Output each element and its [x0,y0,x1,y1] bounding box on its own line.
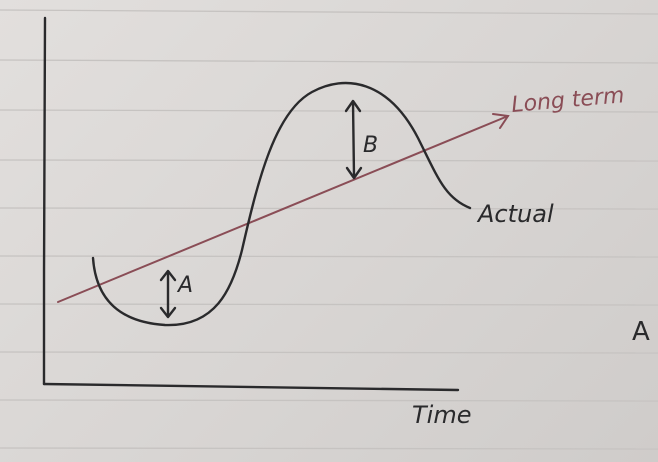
gap-b-arrow [344,99,363,180]
time-axis-label: Time [412,401,471,429]
long-term-arrowhead [492,113,510,129]
y-axis [42,16,47,386]
ruled-lines [0,9,658,450]
gap-b-label: B [363,133,378,158]
x-axis [42,382,460,392]
margin-letter: A [632,317,650,347]
long-term-label: Long term [510,83,625,118]
actual-curve [91,81,472,327]
gap-a-arrow [159,269,177,319]
long-term-trend-line [57,115,509,303]
gap-a-label: A [176,273,193,298]
actual-label: Actual [476,200,554,228]
